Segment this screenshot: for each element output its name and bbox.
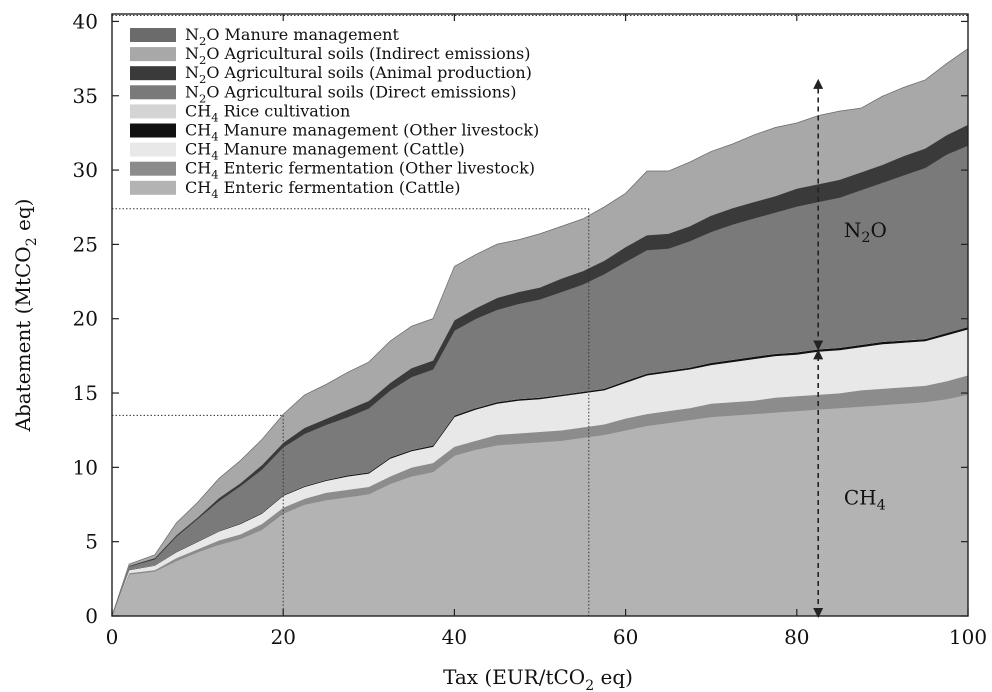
legend-swatch [130, 161, 176, 176]
legend-label-part: O Agricultural soils (Animal production) [206, 63, 532, 82]
legend-label-sub: 2 [199, 91, 206, 105]
x-tick-label: 40 [442, 625, 467, 649]
legend-label-sub: 4 [211, 130, 218, 144]
y-tick-label: 25 [73, 232, 98, 256]
legend-label-part: Rice cultivation [219, 101, 351, 120]
x-tick-label: 60 [613, 625, 638, 649]
legend-label: N2O Agricultural soils (Indirect emissio… [185, 44, 530, 67]
legend-label: N2O Agricultural soils (Animal productio… [185, 63, 532, 86]
legend-label-sub: 2 [199, 53, 206, 67]
x-tick-label: 100 [949, 625, 987, 649]
plot-frame [111, 13, 969, 617]
annotation-ch4: CH4 [844, 486, 886, 514]
legend-label: CH4 Manure management (Other livestock) [185, 121, 539, 144]
legend-label-part: CH [185, 121, 211, 140]
legend-label-sub: 4 [211, 187, 218, 201]
y-tick-label: 30 [73, 158, 98, 182]
legend-label-part: CH [185, 178, 211, 197]
annotation-n2o-part: O [871, 218, 887, 242]
y-tick-label: 35 [73, 84, 98, 108]
legend-label: CH4 Enteric fermentation (Other livestoc… [185, 159, 535, 182]
legend-swatch [130, 85, 176, 100]
x-axis-title-part: Tax (EUR/tCO [443, 665, 585, 689]
annotation-n2o-part: N [844, 218, 862, 242]
legend-label-part: Enteric fermentation (Cattle) [219, 178, 461, 197]
y-tick-label: 10 [73, 455, 98, 479]
legend-label: N2O Manure management [185, 25, 399, 48]
annotation-ch4-sub: 4 [877, 498, 886, 514]
legend-label-part: Manure management (Other livestock) [219, 121, 540, 140]
legend-label: N2O Agricultural soils (Direct emissions… [185, 82, 516, 105]
legend-swatch [130, 104, 176, 119]
legend-label-sub: 2 [199, 34, 206, 48]
y-axis-title-part: Abatement (MtCO [11, 246, 35, 432]
x-axis-title-sub: 2 [585, 678, 594, 692]
y-tick-label: 15 [73, 381, 98, 405]
legend-label-sub: 4 [211, 110, 218, 124]
x-tick-label: 0 [106, 625, 119, 649]
x-axis-title-part: eq) [594, 665, 633, 689]
legend-label-sub: 4 [211, 149, 218, 163]
legend-swatch [130, 180, 176, 195]
legend-label-sub: 4 [211, 168, 218, 182]
legend-label-part: N [185, 44, 199, 63]
legend-label: CH4 Rice cultivation [185, 101, 350, 124]
y-tick-label: 0 [85, 604, 98, 628]
legend-label-part: CH [185, 140, 211, 159]
area-layers [111, 48, 969, 617]
legend-label-part: O Manure management [206, 25, 399, 44]
annotation-n2o-sub: 2 [861, 230, 870, 246]
axes: 0 20 40 60 80 100 0 5 10 15 20 25 30 35 40 [73, 9, 988, 649]
legend-label-part: N [185, 25, 199, 44]
legend-label-part: O Agricultural soils (Direct emissions) [206, 82, 516, 101]
legend-label-part: O Agricultural soils (Indirect emissions… [206, 44, 530, 63]
legend-label-part: Enteric fermentation (Other livestock) [219, 159, 536, 178]
y-axis-title: Abatement (MtCO2 eq) [11, 199, 40, 433]
y-tick-label: 20 [73, 307, 98, 331]
svg-text:Abatement (MtCO2 eq): Abatement (MtCO2 eq) [11, 199, 40, 433]
legend-label-part: N [185, 63, 199, 82]
legend-swatch [130, 123, 176, 138]
x-axis-title: Tax (EUR/tCO2 eq) [443, 665, 633, 692]
annotation-ch4-part: CH [844, 486, 877, 510]
legend-swatch [130, 28, 176, 42]
legend-label: CH4 Manure management (Cattle) [185, 140, 465, 163]
y-tick-label: 5 [85, 530, 98, 554]
x-tick-label: 80 [784, 625, 809, 649]
legend-swatch [130, 142, 176, 157]
legend-swatch [130, 47, 176, 62]
legend-label: CH4 Enteric fermentation (Cattle) [185, 178, 461, 201]
legend-label-part: Manure management (Cattle) [219, 140, 465, 159]
y-axis-title-sub: 2 [24, 237, 40, 246]
annotations: N2O CH4 [844, 218, 887, 514]
legend-label-part: CH [185, 159, 211, 178]
x-tick-label: 20 [270, 625, 295, 649]
legend-label-part: N [185, 82, 199, 101]
legend-label-part: CH [185, 101, 211, 120]
svg-text:Tax (EUR/tCO2 eq): Tax (EUR/tCO2 eq) [443, 665, 633, 692]
y-axis-title-part: eq) [11, 199, 35, 238]
legend-label-sub: 2 [199, 72, 206, 86]
annotation-n2o: N2O [844, 218, 887, 246]
guide-lines [112, 14, 968, 616]
y-tick-label: 40 [73, 9, 98, 33]
legend-swatch [130, 66, 176, 81]
